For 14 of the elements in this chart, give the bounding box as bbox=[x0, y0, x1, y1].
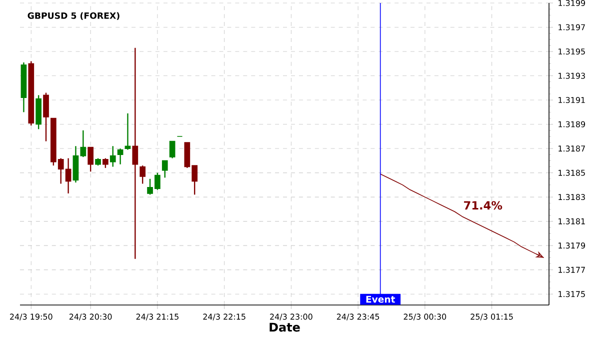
candlestick bbox=[169, 140, 176, 159]
text: GBPUSD 5 (FOREX) bbox=[28, 12, 120, 20]
x-axis-title: Date bbox=[270, 322, 300, 332]
candlestick bbox=[117, 148, 124, 165]
candlestick bbox=[124, 112, 131, 150]
candlestick bbox=[110, 146, 116, 168]
candlestick bbox=[88, 146, 94, 172]
annotation: 71.4% bbox=[464, 201, 502, 210]
candlestick bbox=[140, 164, 146, 184]
candlestick bbox=[43, 92, 49, 142]
candlestick bbox=[132, 47, 138, 260]
text: Event bbox=[366, 296, 396, 303]
candlestick bbox=[102, 158, 108, 169]
candlestick bbox=[162, 160, 168, 178]
